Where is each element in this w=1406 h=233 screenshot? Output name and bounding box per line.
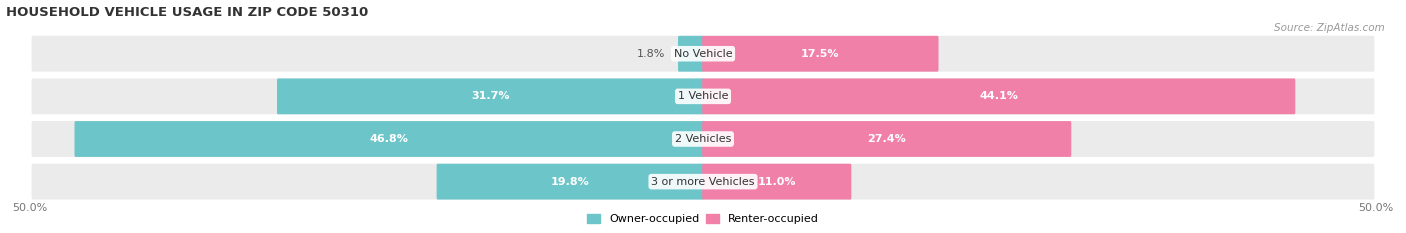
Text: 2 Vehicles: 2 Vehicles	[675, 134, 731, 144]
FancyBboxPatch shape	[31, 164, 1375, 199]
Text: 19.8%: 19.8%	[551, 177, 589, 187]
FancyBboxPatch shape	[75, 121, 704, 157]
Text: 50.0%: 50.0%	[1358, 203, 1393, 213]
Text: 31.7%: 31.7%	[471, 91, 509, 101]
FancyBboxPatch shape	[702, 164, 852, 199]
Text: No Vehicle: No Vehicle	[673, 49, 733, 59]
Legend: Owner-occupied, Renter-occupied: Owner-occupied, Renter-occupied	[582, 209, 824, 228]
Text: 3 or more Vehicles: 3 or more Vehicles	[651, 177, 755, 187]
Text: 27.4%: 27.4%	[868, 134, 905, 144]
Text: 1.8%: 1.8%	[637, 49, 665, 59]
Text: 11.0%: 11.0%	[758, 177, 796, 187]
Text: HOUSEHOLD VEHICLE USAGE IN ZIP CODE 50310: HOUSEHOLD VEHICLE USAGE IN ZIP CODE 5031…	[6, 6, 368, 19]
FancyBboxPatch shape	[277, 79, 704, 114]
FancyBboxPatch shape	[437, 164, 704, 199]
Text: 1 Vehicle: 1 Vehicle	[678, 91, 728, 101]
FancyBboxPatch shape	[678, 36, 704, 72]
FancyBboxPatch shape	[702, 121, 1071, 157]
FancyBboxPatch shape	[31, 79, 1375, 114]
FancyBboxPatch shape	[702, 36, 939, 72]
Text: 44.1%: 44.1%	[980, 91, 1018, 101]
FancyBboxPatch shape	[31, 121, 1375, 157]
Text: Source: ZipAtlas.com: Source: ZipAtlas.com	[1274, 23, 1385, 33]
FancyBboxPatch shape	[31, 36, 1375, 72]
FancyBboxPatch shape	[702, 79, 1295, 114]
Text: 46.8%: 46.8%	[370, 134, 409, 144]
Text: 50.0%: 50.0%	[13, 203, 48, 213]
Text: 17.5%: 17.5%	[801, 49, 839, 59]
